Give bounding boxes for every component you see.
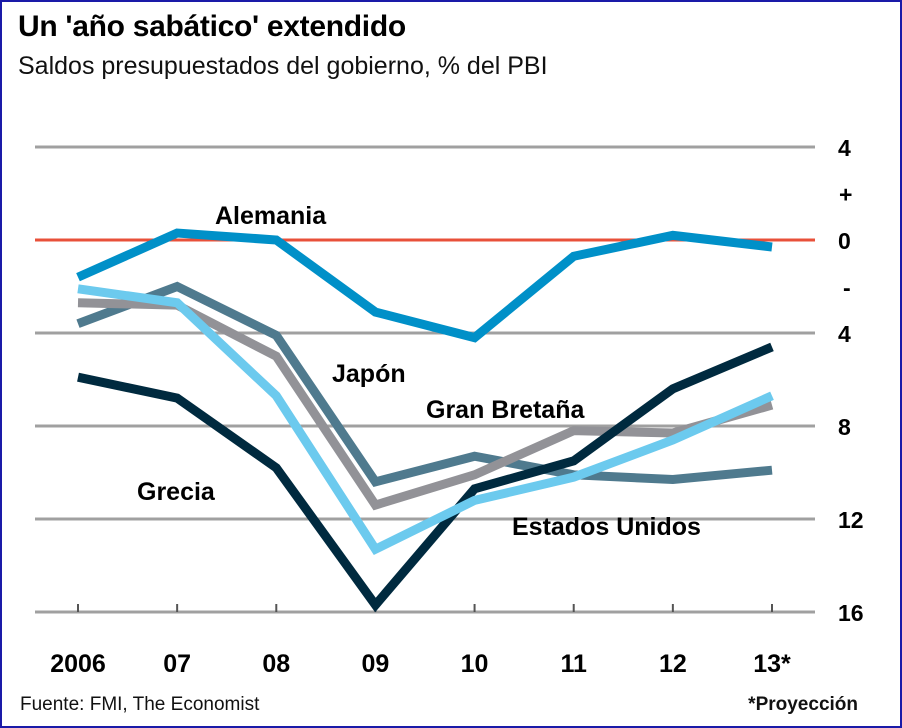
series-label-alemania: Alemania — [215, 202, 327, 230]
y-tick-label: 16 — [838, 600, 864, 626]
y-tick-label: 4 — [838, 135, 851, 161]
x-tick-label: 09 — [362, 650, 390, 678]
series-line-alemania — [76, 228, 773, 343]
chart-subtitle: Saldos presupuestados del gobierno, % de… — [18, 52, 548, 80]
x-tick-label: 08 — [262, 650, 290, 678]
series-label-japon: Japón — [332, 360, 406, 388]
x-tick-label: 13* — [753, 650, 791, 678]
series-label-grecia: Grecia — [137, 478, 216, 506]
chart-title: Un 'año sabático' extendido — [18, 10, 406, 43]
x-tick-label: 07 — [163, 650, 191, 678]
y-tick-label: 4 — [838, 321, 851, 347]
series-label-gran-bretana: Gran Bretaña — [426, 396, 585, 424]
x-axis-labels: 2006 07 08 09 10 11 12 13* — [50, 650, 791, 678]
series-lines — [76, 228, 774, 613]
x-tick-label: 10 — [461, 650, 489, 678]
series-label-estados-unidos: Estados Unidos — [512, 513, 701, 541]
x-tick-label: 2006 — [50, 650, 106, 678]
series-labels: Alemania Japón Gran Bretaña Grecia Estad… — [137, 202, 701, 541]
y-sign-minus: - — [843, 275, 851, 301]
y-axis-labels: 4 0 4 8 12 16 + - — [838, 135, 864, 626]
source-note: Fuente: FMI, The Economist — [20, 694, 260, 715]
x-tick-label: 12 — [659, 650, 687, 678]
projection-note: *Proyección — [748, 694, 858, 715]
y-tick-label: 0 — [838, 228, 851, 254]
x-tick-label: 11 — [560, 650, 587, 678]
series-line-japon — [76, 281, 773, 487]
y-tick-label: 8 — [838, 414, 851, 440]
series-line-grecia — [77, 342, 774, 613]
y-tick-label: 12 — [838, 507, 864, 533]
series-line-estados-unidos — [77, 284, 774, 556]
y-sign-plus: + — [839, 182, 852, 208]
